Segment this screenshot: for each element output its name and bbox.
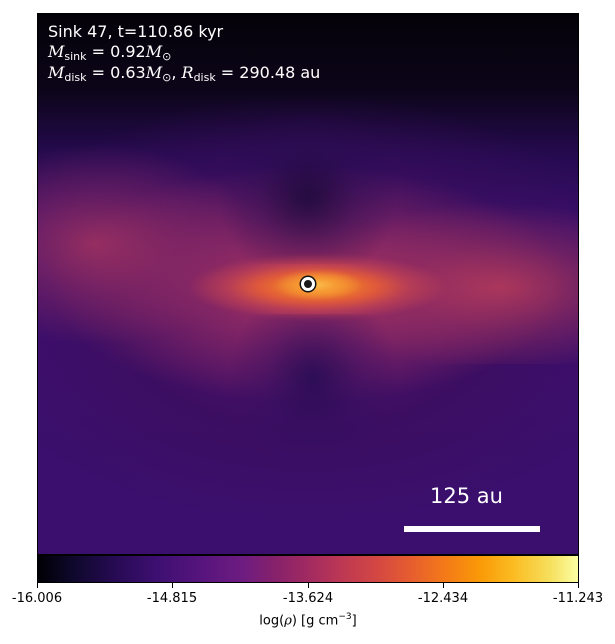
density-projection-map: Sink 47, t=110.86 kyr Msink = 0.92M⊙ Mdi…: [37, 13, 579, 555]
outflow-cavity-top: [218, 114, 398, 264]
colorbar-tick-label: -13.624: [282, 591, 334, 606]
disk-properties-label: Mdisk = 0.63M⊙, Rdisk = 290.48 au: [48, 63, 320, 88]
m-disk-value: = 0.63: [86, 63, 146, 82]
r-disk-value: = 290.48 au: [215, 63, 321, 82]
colorbar-tick: [578, 583, 579, 588]
m-disk-unit-subscript: ⊙: [162, 71, 172, 84]
colorbar-tick: [308, 583, 309, 588]
colorbar-label-exponent: −3: [338, 612, 352, 622]
colorbar-label-prefix: log(: [259, 613, 285, 629]
sink-particle-marker: [301, 277, 315, 291]
m-disk-subscript: disk: [64, 71, 87, 84]
colorbar-tick: [443, 583, 444, 588]
m-sink-unit-symbol: M: [145, 42, 163, 61]
colorbar: [37, 555, 579, 583]
m-sink-value: = 0.92: [86, 42, 146, 61]
m-sink-subscript: sink: [64, 50, 87, 63]
disk-core: [273, 270, 363, 300]
scale-bar-label: 125 au: [430, 484, 503, 508]
m-sink-unit-subscript: ⊙: [162, 50, 172, 63]
colorbar-tick: [37, 583, 38, 588]
colorbar-tick-label: -12.434: [417, 591, 469, 606]
colorbar-label-suffix: ]: [351, 613, 357, 629]
colorbar-tick-label: -11.243: [552, 591, 604, 606]
colorbar-axis-label: log(ρ) [g cm−3]: [259, 612, 356, 628]
sink-mass-label: Msink = 0.92M⊙: [48, 42, 171, 67]
separator: ,: [171, 63, 182, 82]
colorbar-label-mid: ) [g cm: [291, 613, 339, 629]
colorbar-tick-label: -14.815: [146, 591, 198, 606]
m-disk-unit-symbol: M: [145, 63, 163, 82]
r-disk-subscript: disk: [193, 71, 216, 84]
m-disk-symbol: M: [48, 63, 65, 82]
sink-time-label: Sink 47, t=110.86 kyr: [48, 22, 224, 41]
scale-bar: [404, 526, 540, 532]
r-disk-symbol: R: [181, 63, 194, 82]
m-sink-symbol: M: [48, 42, 65, 61]
colorbar-tick-label: -16.006: [11, 591, 63, 606]
outflow-cavity-bottom: [228, 314, 398, 474]
colorbar-label-symbol: ρ: [284, 613, 292, 629]
colorbar-tick: [172, 583, 173, 588]
